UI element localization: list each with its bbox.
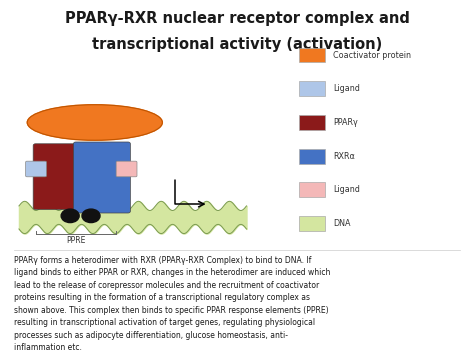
Bar [299, 115, 325, 130]
Text: PPARγ forms a heterodimer with RXR (PPARγ-RXR Complex) to bind to DNA. If
ligand: PPARγ forms a heterodimer with RXR (PPAR… [14, 256, 330, 352]
FancyBboxPatch shape [26, 161, 46, 177]
Circle shape [82, 209, 100, 223]
Text: Ligand: Ligand [333, 185, 360, 195]
Text: transcriptional activity (activation): transcriptional activity (activation) [92, 37, 382, 52]
FancyBboxPatch shape [73, 142, 130, 213]
Text: PPRE: PPRE [66, 236, 85, 245]
Text: PPARγ: PPARγ [333, 118, 358, 127]
Text: RXRα: RXRα [333, 152, 355, 161]
Text: DNA: DNA [333, 219, 351, 228]
Bar [299, 81, 325, 96]
Bar [299, 216, 325, 231]
Circle shape [61, 209, 79, 223]
Text: Coactivator protein: Coactivator protein [333, 50, 411, 60]
Ellipse shape [27, 105, 162, 140]
Text: Ligand: Ligand [333, 84, 360, 93]
FancyBboxPatch shape [33, 144, 85, 209]
Bar [299, 182, 325, 197]
FancyBboxPatch shape [116, 161, 137, 177]
Bar [299, 48, 325, 62]
Text: PPARγ-RXR nuclear receptor complex and: PPARγ-RXR nuclear receptor complex and [64, 11, 410, 26]
Bar [299, 149, 325, 164]
